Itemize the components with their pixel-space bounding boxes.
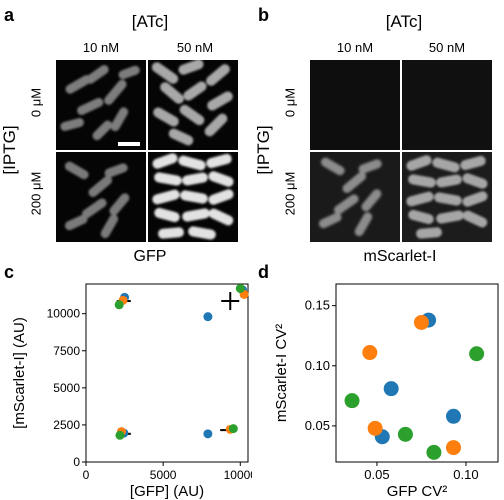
plot-frame [85, 283, 249, 463]
scatter-chart-mean-expression: 0 5000 10000 0 2500 5000 7500 10000 [GFP] (AU) [m… [11, 283, 252, 500]
y-tick-label: 5000 [53, 381, 80, 395]
data-point-green [344, 393, 360, 409]
scatter-chart-noise-cv2: 0.05 0.10 0.05 0.10 0.15 GFP CV² mScarlet-I CV… [273, 283, 499, 500]
data-point-green [397, 426, 413, 442]
micrograph-mscarlet-50nM-0uM [402, 60, 492, 150]
micrograph-mscarlet-10nM-200uM [310, 152, 400, 242]
panel-a-row-0uM: 0 μM [28, 87, 44, 118]
data-point-orange [445, 440, 461, 456]
micrograph-gfp-50nM-200uM [148, 152, 238, 242]
y-axis-label: [mScarlet-I] (AU) [11, 317, 28, 429]
panel-a-col-10nM: 10 nM [82, 40, 120, 55]
panel-a-col-50nM: 50 nM [176, 40, 214, 55]
plot-frame [335, 283, 499, 463]
data-point-orange [413, 314, 429, 330]
data-point-green [114, 300, 124, 310]
panel-a-row-200uM: 200 μM [28, 171, 44, 216]
panel-b-row-200uM: 200 μM [282, 171, 298, 216]
data-point-green [235, 283, 245, 293]
data-point-blue [445, 408, 461, 424]
micrograph-mscarlet-10nM-0uM [310, 60, 400, 150]
panel-c-letter: c [4, 262, 15, 282]
panel-a-iptg-header: [IPTG] [0, 125, 19, 175]
y-tick-label: 7500 [53, 344, 80, 358]
data-point-green [228, 424, 238, 434]
data-point-green [469, 346, 485, 362]
x-tick-label: 10000 [224, 468, 252, 482]
micrograph-gfp-10nM-200uM [56, 152, 146, 242]
panel-a-atc-header: [ATc] [131, 12, 169, 31]
y-tick-label: 2500 [53, 418, 80, 432]
y-tick-label: 10000 [47, 307, 81, 321]
panel-b-iptg-header: [IPTG] [254, 125, 273, 175]
micrograph-mscarlet-50nM-200uM [402, 152, 492, 242]
data-point-green [426, 444, 442, 460]
scale-bar [118, 142, 140, 146]
y-tick-label: 0.10 [305, 358, 330, 373]
data-point-blue [203, 429, 213, 439]
panel-b-letter: b [258, 5, 269, 25]
micrograph-gfp-50nM-0uM [148, 60, 238, 150]
x-tick-label: 0.10 [453, 467, 478, 482]
data-point-orange [362, 345, 378, 361]
data-point-green [115, 430, 125, 440]
y-tick-label: 0 [73, 455, 80, 469]
panel-a-letter: a [4, 5, 15, 25]
panel-b-channel-label: mScarlet-I [363, 248, 437, 265]
x-tick-label: 0.05 [364, 467, 389, 482]
panel-b-col-50nM: 50 nM [428, 40, 466, 55]
y-tick-label: 0.05 [305, 418, 330, 433]
x-tick-label: 5000 [150, 468, 177, 482]
data-point-orange [367, 420, 383, 436]
panel-d-letter: d [258, 262, 269, 282]
y-axis-label: mScarlet-I CV² [273, 324, 290, 422]
data-point-blue [203, 312, 213, 322]
x-tick-label: 0 [83, 468, 90, 482]
x-axis-label: GFP CV² [387, 483, 448, 500]
panel-b-row-0uM: 0 μM [282, 87, 298, 118]
data-point-blue [383, 381, 399, 397]
x-axis-label: [GFP] (AU) [130, 483, 204, 500]
panel-a-channel-label: GFP [133, 248, 167, 265]
y-tick-label: 0.15 [305, 298, 330, 313]
panel-b-col-10nM: 10 nM [336, 40, 374, 55]
micrograph-gfp-10nM-0uM [56, 60, 146, 150]
panel-b-atc-header: [ATc] [385, 12, 423, 31]
